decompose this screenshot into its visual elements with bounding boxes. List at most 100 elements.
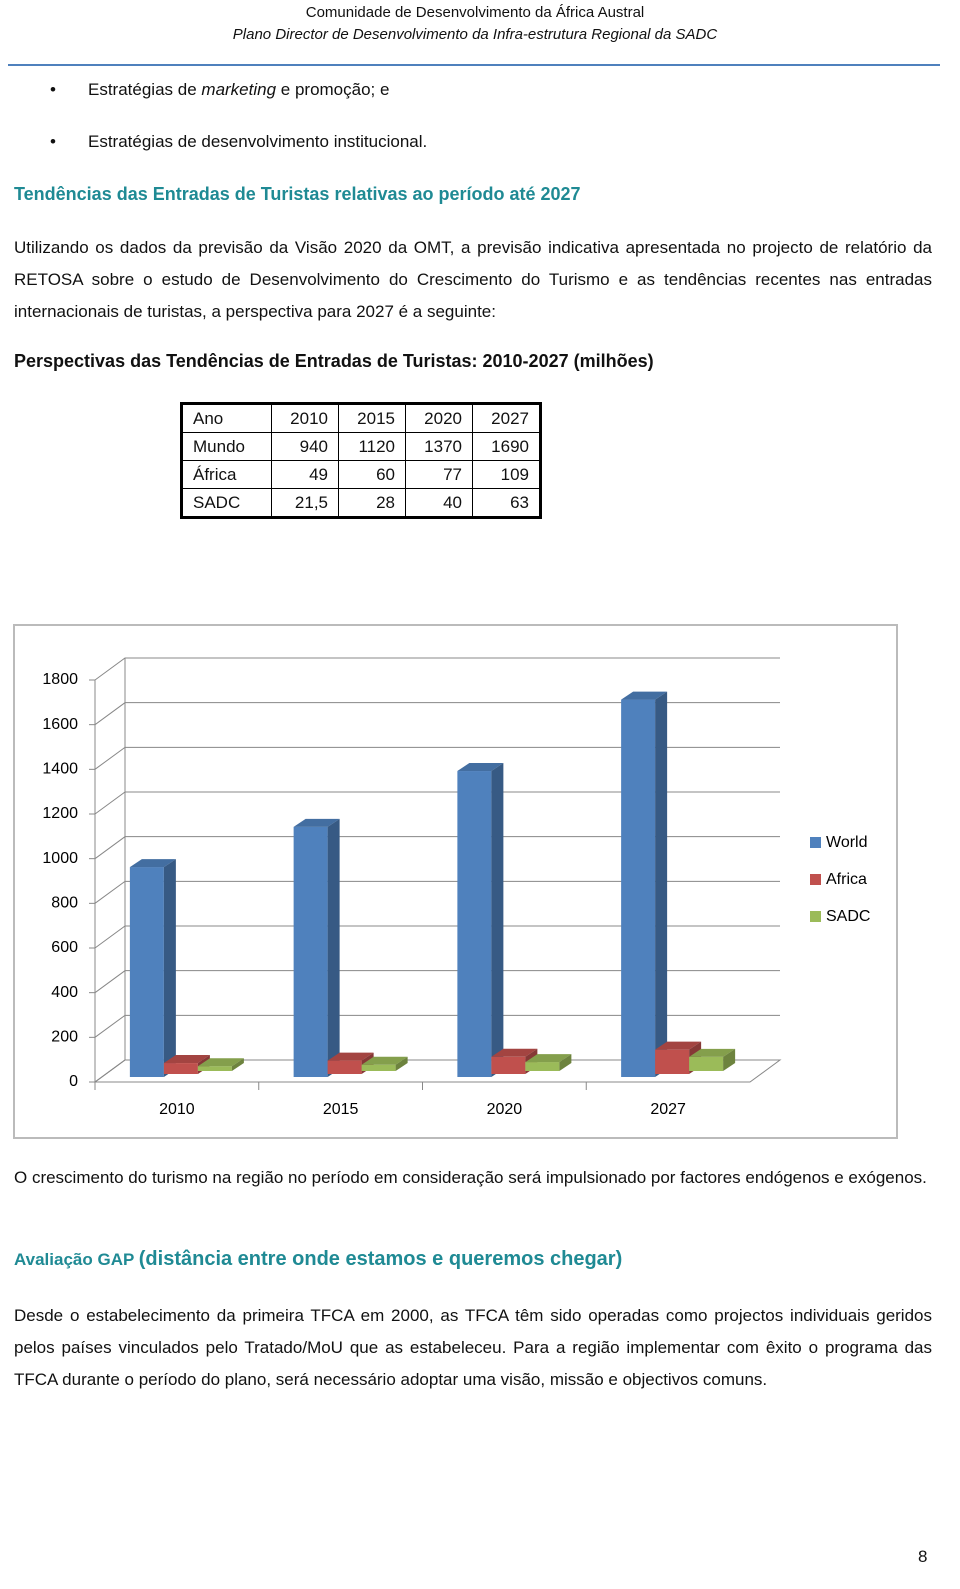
table-cell: Mundo	[181, 432, 272, 461]
table-cell: 1120	[338, 432, 406, 461]
table-cell: 40	[405, 488, 473, 518]
text: Estratégias de desenvolvimento instituci…	[88, 132, 428, 151]
bar	[525, 1054, 572, 1071]
legend-swatch	[810, 874, 821, 885]
bar-top	[361, 1056, 408, 1065]
paragraph: Desde o estabelecimento da primeira TFCA…	[14, 1306, 932, 1389]
grid-line	[94, 925, 780, 949]
bar-front	[621, 699, 656, 1077]
bar	[457, 763, 504, 1077]
y-tick-label: 400	[51, 984, 78, 1001]
bar-front	[491, 1056, 526, 1074]
y-tick-label: 1600	[42, 716, 78, 733]
bar-front	[457, 771, 492, 1077]
bar	[129, 859, 176, 1077]
bar-top	[655, 1041, 702, 1050]
bar-front	[361, 1064, 396, 1071]
bar-side	[395, 1056, 408, 1071]
bar-front	[197, 1066, 232, 1071]
grid-line	[94, 970, 780, 994]
y-tick-label: 0	[69, 1073, 78, 1090]
y-tick-label: 200	[51, 1029, 78, 1046]
x-tick-label: 2027	[650, 1101, 686, 1118]
header-line: Comunidade de Desenvolvimento da África …	[305, 4, 645, 21]
bar-top	[689, 1048, 736, 1057]
bar-side	[491, 763, 504, 1077]
page-number: 8	[918, 1547, 928, 1566]
header-rule	[8, 64, 940, 66]
bar-top	[457, 763, 504, 772]
table-cell: 2010	[271, 403, 339, 433]
y-tick-label: 600	[51, 939, 78, 956]
bar	[361, 1056, 408, 1071]
table-row: Ano 2010 2015 2020 2027	[181, 403, 541, 433]
text: Avaliação GAP	[14, 1250, 135, 1269]
table-cell: 77	[405, 460, 473, 489]
data-table: Ano 2010 2015 2020 2027 Mundo 940 1120 1370 1690 Á…	[180, 402, 542, 519]
table-cell: África	[181, 460, 272, 489]
paragraph: O crescimento do turismo na região no pe…	[14, 1168, 927, 1187]
y-tick-label: 1200	[42, 805, 78, 822]
table-cell: 1690	[472, 432, 541, 461]
table-row: SADC 21,5 28 40 63	[181, 488, 541, 518]
table-cell: 2015	[338, 403, 406, 433]
y-tick-label: 1400	[42, 761, 78, 778]
bar-top	[621, 691, 668, 700]
bar-side	[723, 1048, 736, 1071]
bar	[293, 818, 340, 1077]
bar-front	[655, 1049, 690, 1074]
chart: 0 200 400 600 800 1000 1200 1400 1600 1800 2010 201…	[13, 624, 898, 1139]
bar-top	[197, 1058, 244, 1067]
y-tick-label: 800	[51, 895, 78, 912]
bar	[197, 1058, 244, 1071]
text: (distância entre onde estamos e queremos…	[138, 1248, 623, 1270]
bar-front	[327, 1060, 362, 1074]
bar-top	[129, 859, 176, 868]
legend-label: SADC	[826, 908, 870, 925]
legend-label: Africa	[826, 871, 867, 888]
grid-line	[94, 1014, 780, 1038]
grid-line	[94, 746, 780, 770]
legend-label: World	[826, 834, 868, 851]
grid-line	[94, 880, 780, 904]
table-cell: 1370	[405, 432, 473, 461]
table-title: Perspectivas das Tendências de Entradas …	[14, 351, 654, 371]
text: e promoção; e	[276, 80, 390, 99]
section-title: Tendências das Entradas de Turistas rela…	[14, 184, 581, 204]
grid-line	[94, 657, 780, 681]
table-cell: 109	[472, 460, 541, 489]
table-cell: 28	[338, 488, 406, 518]
bar	[621, 691, 668, 1077]
table-row: África 49 60 77 109	[181, 460, 541, 489]
x-tick-label: 2010	[159, 1101, 195, 1118]
grid-line	[94, 836, 780, 860]
bar-top	[491, 1048, 538, 1057]
text: Estratégias de	[88, 80, 202, 99]
bar	[689, 1048, 736, 1071]
table-cell: 60	[338, 460, 406, 489]
bar-top	[525, 1054, 572, 1063]
table-cell: SADC	[181, 488, 272, 518]
table-row: Mundo 940 1120 1370 1690	[181, 432, 541, 461]
header-line: Plano Director de Desenvolvimento da Inf…	[232, 26, 718, 43]
bar-side	[655, 691, 668, 1077]
table-cell: 940	[271, 432, 339, 461]
legend-swatch	[810, 911, 821, 922]
bar-side	[559, 1054, 572, 1071]
bar-front	[689, 1056, 724, 1071]
bar-front	[525, 1062, 560, 1071]
bar-side	[327, 818, 340, 1077]
bar-top	[163, 1055, 210, 1064]
y-tick-label: 1000	[42, 850, 78, 867]
bar-front	[293, 826, 328, 1077]
bar-side	[163, 859, 176, 1077]
table-cell: 2027	[472, 403, 541, 433]
table-cell: 49	[271, 460, 339, 489]
table-cell: 63	[472, 488, 541, 518]
bar-top	[293, 818, 340, 827]
table-cell: 21,5	[271, 488, 339, 518]
bar-top	[327, 1052, 374, 1061]
table-cell: 2020	[405, 403, 473, 433]
text: marketing	[201, 80, 277, 99]
